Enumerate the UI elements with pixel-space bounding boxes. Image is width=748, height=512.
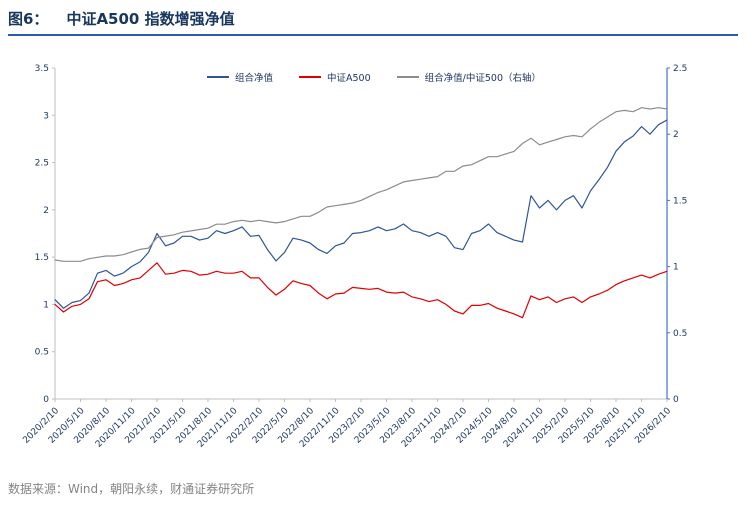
chart-area: 0 0.5 1 1.5 2 2.5 3 3.5 0 0.5 1 1.5 2 2.5 2020/2/10 202… [0, 36, 748, 466]
line-chart: 00.511.522.533.500.511.522.52020/2/10202… [21, 64, 687, 450]
svg-text:1: 1 [673, 263, 679, 273]
svg-text:0.5: 0.5 [35, 348, 49, 358]
legend-item-portfolio-nav: 组合净值 [207, 70, 273, 84]
svg-text:2: 2 [43, 206, 49, 216]
legend-item-ratio-right-axis: 组合净值/中证500（右轴） [396, 70, 541, 84]
figure-title-row: 图6： 中证A500 指数增强净值 [8, 10, 738, 28]
svg-text:0: 0 [43, 395, 49, 405]
svg-text:3: 3 [43, 111, 49, 121]
figure-header: 图6： 中证A500 指数增强净值 [0, 0, 748, 36]
svg-text:1.5: 1.5 [35, 253, 49, 263]
svg-text:2.5: 2.5 [35, 159, 49, 169]
legend-line-swatch-blue [207, 76, 229, 78]
chart-legend: 组合净值 中证A500 组合净值/中证500（右轴） [207, 70, 541, 84]
legend-label: 组合净值/中证500（右轴） [424, 73, 541, 84]
figure-title: 中证A500 指数增强净值 [66, 10, 235, 28]
legend-line-swatch-gray [396, 76, 419, 78]
data-source-note: 数据来源：Wind，朝阳永续，财通证券研究所 [8, 482, 255, 496]
svg-text:0.5: 0.5 [673, 329, 687, 339]
legend-item-csi-a500: 中证A500 [299, 70, 371, 84]
svg-text:2.5: 2.5 [673, 64, 687, 74]
svg-text:3.5: 3.5 [35, 64, 49, 74]
title-divider [8, 34, 738, 36]
legend-label: 中证A500 [327, 73, 371, 84]
svg-text:1: 1 [43, 300, 49, 310]
svg-text:1.5: 1.5 [673, 196, 687, 206]
svg-text:0: 0 [673, 395, 679, 405]
legend-line-swatch-red [299, 76, 322, 78]
svg-text:2: 2 [673, 130, 679, 140]
figure-label: 图6： [8, 10, 49, 28]
figure-page: 图6： 中证A500 指数增强净值 0 0.5 1 1.5 2 2.5 3 3.5 0 0.5 1 1… [0, 0, 748, 496]
legend-label: 组合净值 [235, 73, 274, 84]
